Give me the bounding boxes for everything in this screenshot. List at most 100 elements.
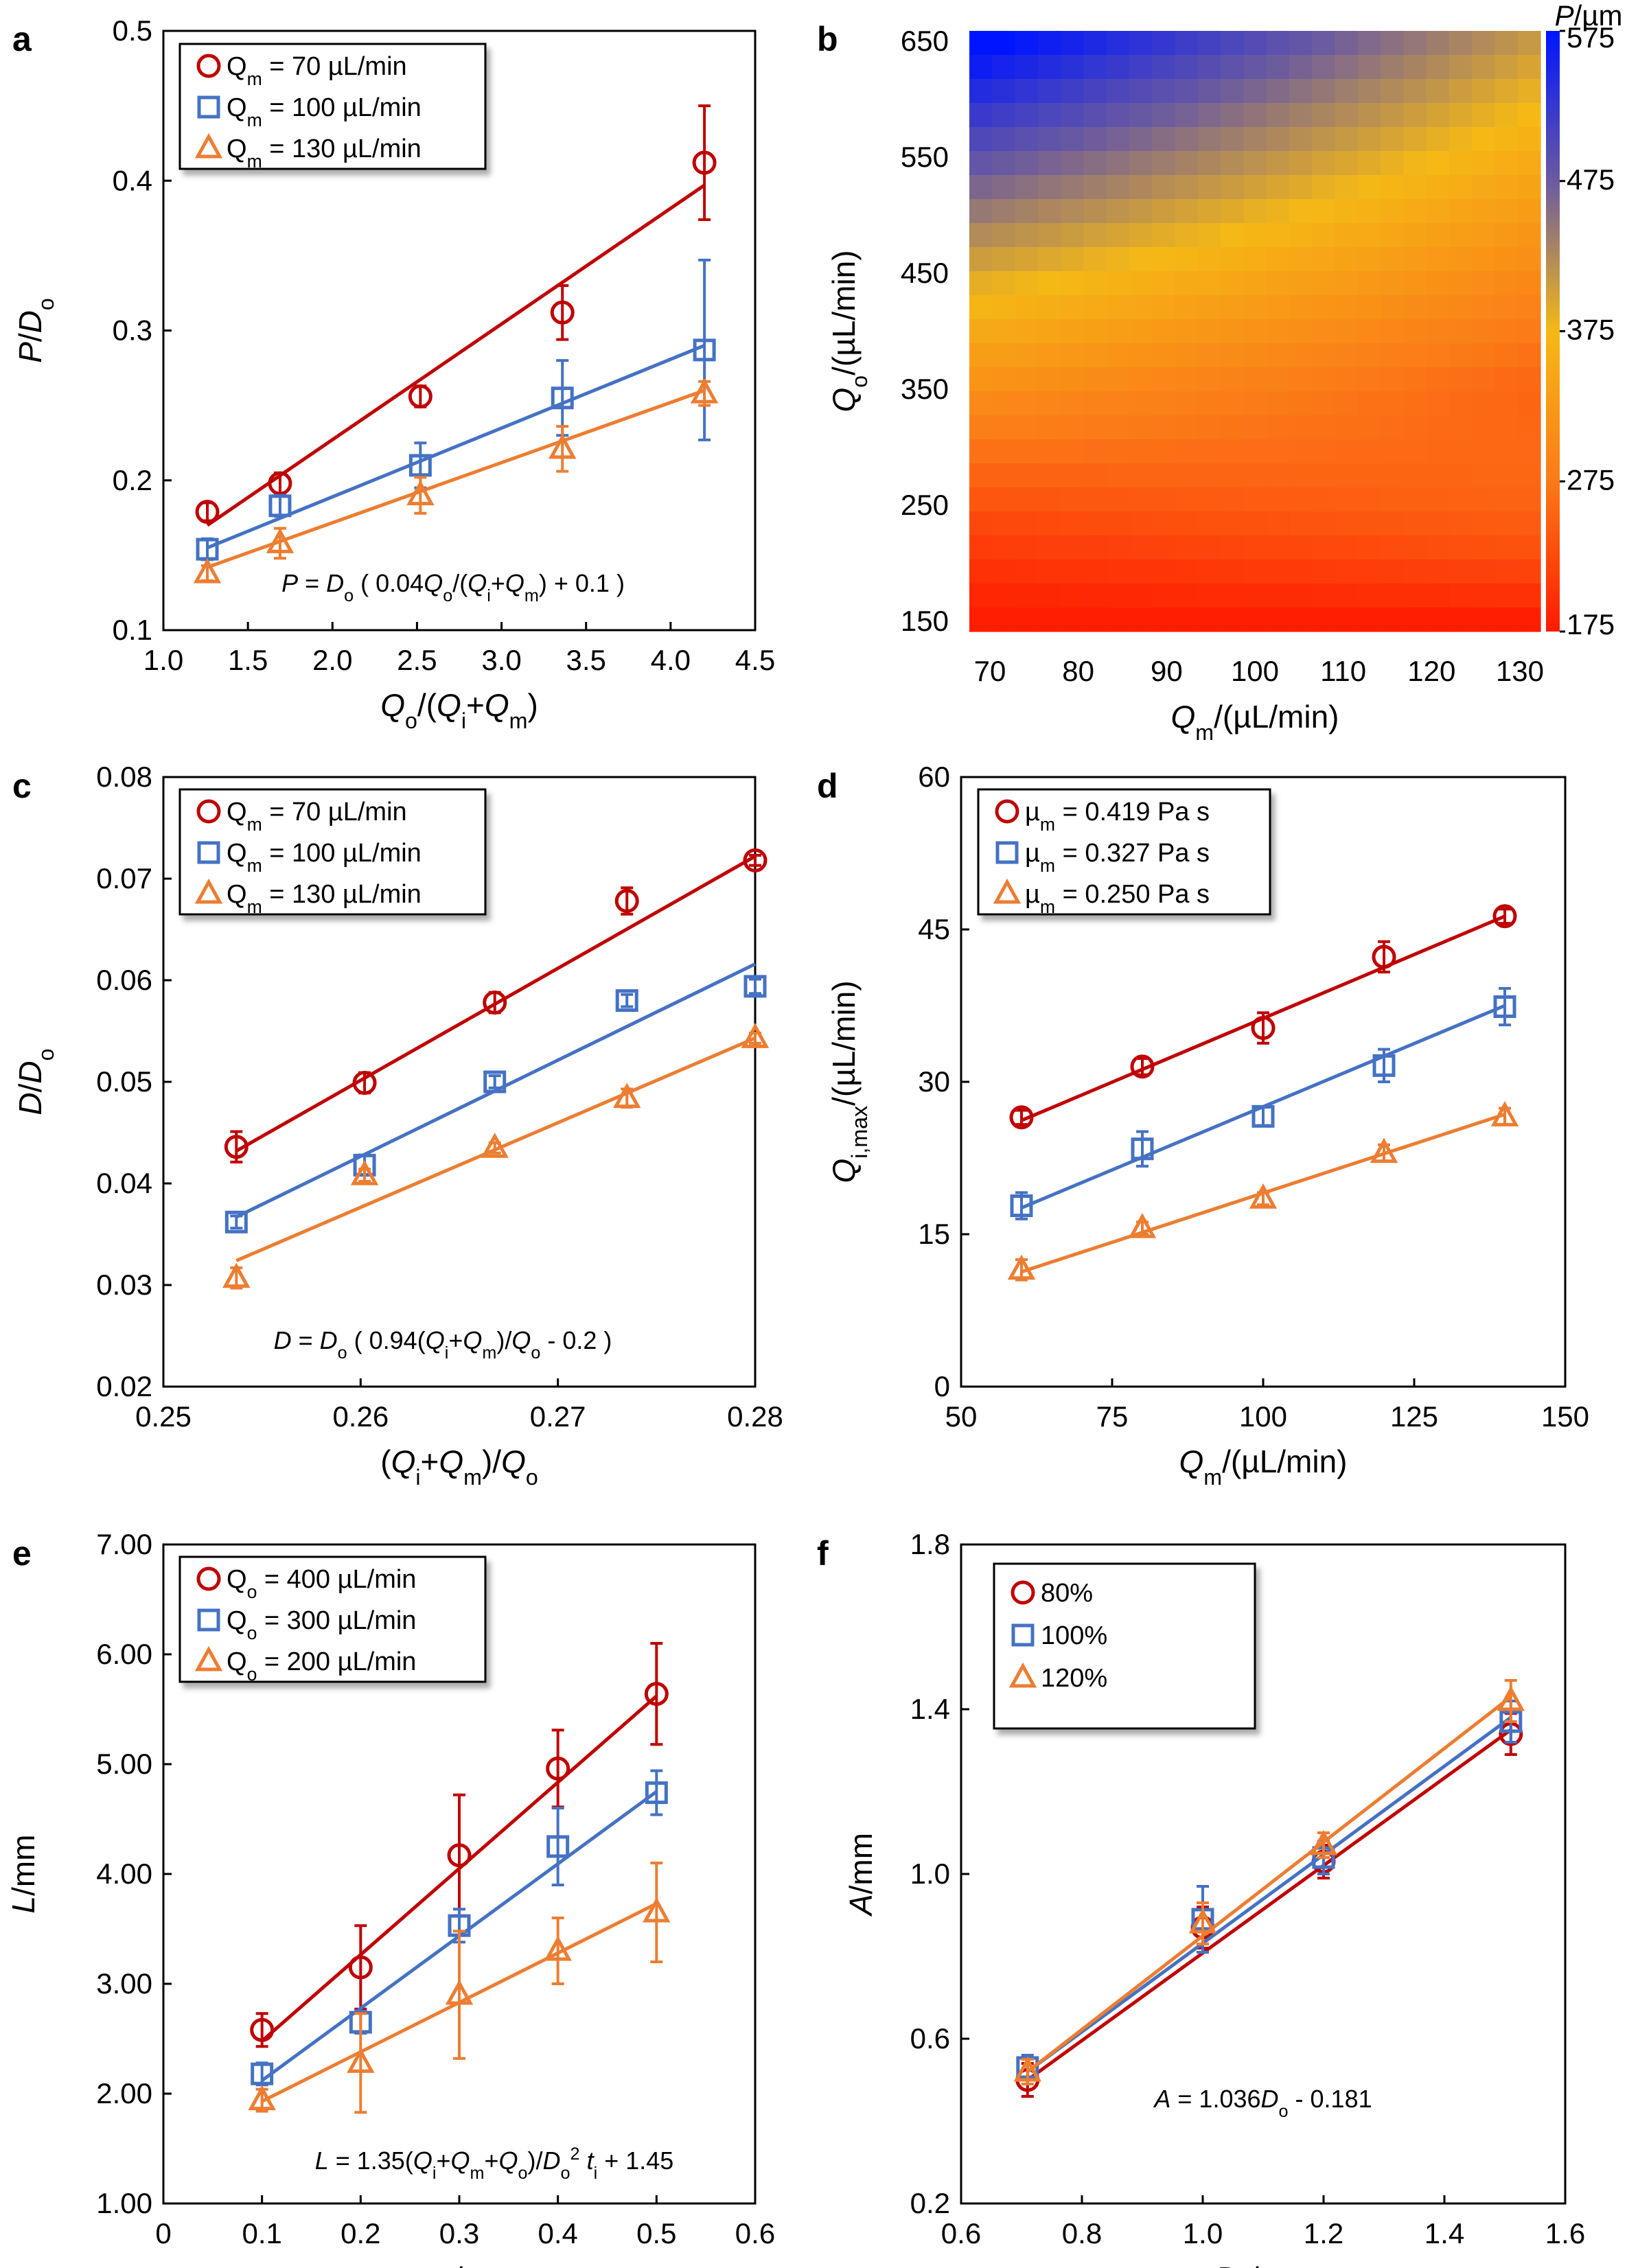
heatmap-cell [1495, 319, 1519, 344]
panel-label: b [817, 20, 838, 58]
data-point [690, 378, 719, 404]
heatmap-cell [1152, 151, 1176, 176]
heatmap-cell [1312, 319, 1336, 344]
legend: µm = 0.419 Pa s µm = 0.327 Pa s µm = 0.250… [977, 788, 1271, 917]
data-point [1007, 1254, 1036, 1280]
legend-label: Qm = 130 µL/min [227, 135, 422, 172]
heatmap-cell [1221, 223, 1244, 248]
heatmap-cell [1083, 199, 1107, 224]
heatmap-cell [969, 199, 993, 224]
heatmap-cell [1449, 223, 1473, 248]
legend: Qo = 400 µL/min Qo = 300 µL/min Qo = 200 µ… [178, 1555, 487, 1685]
heatmap-cell [1061, 463, 1084, 488]
y-tick-label: 45 [918, 913, 950, 945]
heatmap-cell [1403, 199, 1427, 224]
heatmap-cell [1495, 271, 1519, 296]
heatmap-cell [1495, 367, 1519, 392]
heatmap-cell [1449, 295, 1473, 320]
heatmap-cell [1426, 103, 1450, 128]
heatmap-cell [1129, 559, 1153, 584]
data-point [692, 150, 717, 175]
heatmap-cell [1015, 608, 1039, 632]
heatmap-cell [1175, 608, 1199, 632]
heatmap-cell [1357, 559, 1381, 584]
y-tick-label: 1.8 [910, 1528, 950, 1560]
heatmap-cell [1221, 319, 1244, 344]
data-point [268, 494, 292, 518]
heatmap-cell [992, 127, 1016, 152]
heatmap-cell [969, 31, 993, 56]
heatmap-cell [1266, 319, 1290, 344]
heatmap-cell [1289, 463, 1313, 488]
fit-equation: A = 1.036Do - 0.181 [1153, 2085, 1372, 2121]
data-point [546, 1835, 570, 1858]
heatmap-cell [1037, 439, 1061, 464]
data-point [447, 1843, 472, 1868]
y-axis-label: A/mm [843, 1833, 879, 1917]
x-tick-label: 1.4 [1424, 2217, 1464, 2249]
heatmap-cell [1037, 343, 1061, 368]
heatmap-cell [1197, 319, 1221, 344]
legend-label: Qo = 200 µL/min [227, 1647, 416, 1685]
heatmap-cell [1221, 343, 1244, 368]
heatmap-cell [1357, 55, 1381, 80]
y-tick-label: 350 [901, 373, 949, 405]
heatmap-cell [969, 415, 993, 440]
x-tick-label: 3.0 [481, 644, 521, 676]
heatmap-cell [1426, 175, 1450, 200]
y-tick-label: 60 [918, 761, 950, 793]
x-tick-label: 0.26 [332, 1400, 389, 1433]
heatmap-cell [1037, 247, 1061, 272]
data-point [406, 480, 435, 506]
data-point [1251, 1016, 1276, 1041]
heatmap-cell [1197, 151, 1221, 176]
legend-label: Qm = 100 µL/min [227, 839, 422, 876]
heatmap-cell [1083, 319, 1107, 344]
data-point [614, 889, 639, 914]
fit-equation: L = 1.35(Qi+Qm+Qo)/Do2 ti + 1.45 [315, 2144, 674, 2183]
heatmap-cell [1015, 103, 1039, 128]
heatmap-cell [1243, 247, 1267, 272]
heatmap-cell [969, 559, 993, 584]
heatmap-cell [1015, 31, 1039, 56]
heatmap-cell [1015, 511, 1039, 536]
heatmap-cell [1083, 583, 1107, 608]
y-tick-label: 4.00 [96, 1858, 152, 1890]
colorbar [1546, 31, 1560, 632]
data-point [408, 454, 432, 477]
heatmap-cell [1266, 463, 1290, 488]
heatmap-cell [1312, 439, 1336, 464]
heatmap-cell [1426, 199, 1450, 224]
heatmap-cell [1015, 79, 1039, 104]
series-1 [1009, 904, 1517, 1130]
heatmap-cell [969, 79, 993, 104]
heatmap-cell [1312, 583, 1336, 608]
data-point [1372, 1054, 1396, 1077]
heatmap-cell [1517, 31, 1541, 56]
heatmap-cell [1197, 271, 1221, 296]
heatmap-cell [1061, 511, 1084, 536]
heatmap-cell [1106, 271, 1130, 296]
heatmap-cell [1083, 127, 1107, 152]
data-point [546, 1756, 570, 1781]
heatmap-cell [992, 367, 1016, 392]
legend-marker [197, 841, 220, 864]
heatmap-cell [969, 487, 993, 512]
heatmap-cell [1312, 223, 1336, 248]
x-axis-label: Qm/(µL/min) [1171, 699, 1339, 745]
heatmap-cell [1106, 463, 1130, 488]
heatmap-cell [1129, 415, 1153, 440]
heatmap-cell [1152, 223, 1176, 248]
panel-label: d [817, 767, 838, 805]
heatmap-cell [1381, 31, 1404, 56]
heatmap-cell [1472, 55, 1496, 80]
heatmap-cell [992, 319, 1016, 344]
heatmap-cell [1472, 31, 1496, 56]
data-point [1249, 1183, 1278, 1209]
heatmap-cell [992, 583, 1016, 608]
heatmap-cell [1243, 559, 1267, 584]
y-tick-label: 0.1 [113, 614, 152, 646]
heatmap-cell [992, 439, 1016, 464]
heatmap-cell [1015, 151, 1039, 176]
data-point [481, 1133, 509, 1158]
